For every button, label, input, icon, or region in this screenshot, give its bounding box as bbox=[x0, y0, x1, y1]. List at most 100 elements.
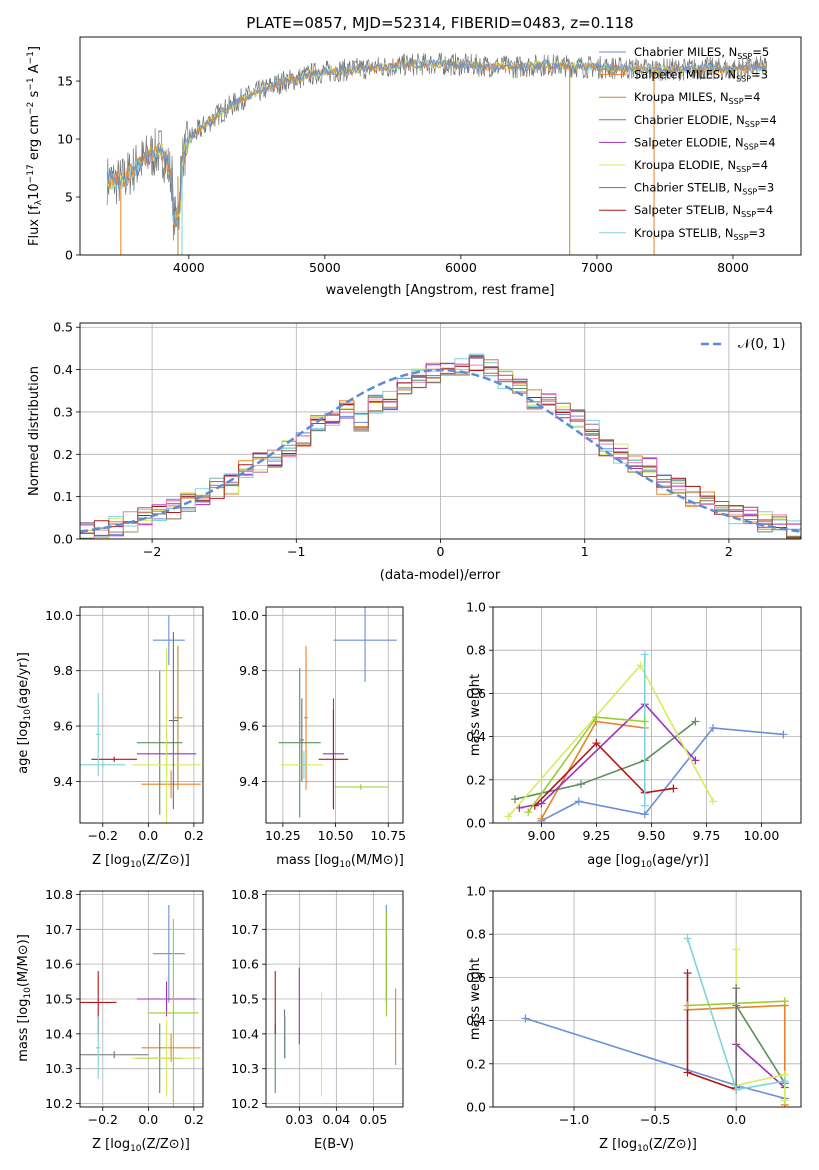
label-sub: 10 bbox=[23, 987, 33, 999]
point-marker bbox=[669, 784, 678, 793]
y-tick-label: 10.6 bbox=[231, 957, 259, 972]
plot-area bbox=[80, 323, 801, 539]
point-marker bbox=[683, 1068, 692, 1077]
label-part: −1 bbox=[26, 77, 36, 90]
plot-area bbox=[106, 52, 768, 255]
legend-label: Chabrier ELODIE, NSSP=4 bbox=[634, 113, 777, 129]
y-tick-label: 0.4 bbox=[466, 1013, 486, 1028]
y-tick-label: 0.0 bbox=[466, 816, 486, 831]
y-tick-label: 10.8 bbox=[231, 887, 259, 902]
legend-text: =4 bbox=[760, 113, 777, 127]
panel-6: −0.2 0.0 0.2 10.2 10.3 10.4 10.5 10.6 10.7 10.8 Z … bbox=[16, 887, 204, 1154]
legend-sub: SSP bbox=[737, 52, 752, 61]
legend-sub: SSP bbox=[745, 120, 760, 129]
point-marker bbox=[640, 650, 649, 659]
y-tick-label: 1.0 bbox=[466, 884, 486, 899]
x-tick-label: −0.2 bbox=[88, 1112, 118, 1127]
y-tick-label: 10.4 bbox=[45, 1026, 73, 1041]
y-tick-label: 10.2 bbox=[231, 1096, 259, 1111]
spectrum-line-3 bbox=[106, 59, 767, 226]
y-tick-label: 0.1 bbox=[53, 489, 73, 504]
series-line-4 bbox=[519, 703, 696, 809]
plot-area bbox=[80, 891, 203, 1107]
point-marker bbox=[640, 810, 649, 819]
y-tick-label: 10.5 bbox=[231, 992, 259, 1007]
axes-frame bbox=[79, 36, 802, 256]
point-marker bbox=[577, 780, 585, 789]
legend-sub: SSP bbox=[736, 75, 751, 84]
y-tick-label: 10.3 bbox=[231, 1061, 259, 1076]
y-tick-label: 0.2 bbox=[466, 1056, 486, 1071]
legend-text: Chabrier STELIB, N bbox=[634, 181, 742, 195]
axes-frame bbox=[79, 606, 204, 824]
plot-area bbox=[493, 891, 801, 1107]
y-tick-label: 10.8 bbox=[45, 887, 73, 902]
x-tick-label: 0.0 bbox=[726, 1112, 746, 1127]
x-tick-label: 9.00 bbox=[527, 828, 555, 843]
x-axis-label: age [log10(age/yr)] bbox=[587, 853, 709, 870]
x-axis-label: Z [log10(Z/Z⊙)] bbox=[92, 1137, 190, 1154]
legend-text: Kroupa STELIB, N bbox=[634, 226, 734, 240]
series-line-5 bbox=[735, 949, 786, 1101]
y-tick-label: 10.0 bbox=[231, 608, 259, 623]
point-marker bbox=[683, 934, 692, 943]
y-tick-label: 0.2 bbox=[53, 447, 73, 462]
y-tick-label: 9.4 bbox=[53, 774, 73, 789]
legend-label: Kroupa ELODIE, NSSP=4 bbox=[634, 158, 768, 174]
y-tick-label: 10.2 bbox=[45, 1096, 73, 1111]
y-tick-label: 9.4 bbox=[239, 774, 259, 789]
legend-sub: SSP bbox=[736, 165, 751, 174]
y-tick-label: 10.5 bbox=[45, 992, 73, 1007]
legend-label: Chabrier STELIB, NSSP=3 bbox=[634, 181, 774, 197]
y-tick-label: 0 bbox=[65, 248, 73, 263]
axes-frame bbox=[79, 890, 204, 1108]
y-tick-label: 10.7 bbox=[45, 922, 73, 937]
x-axis-label: E(B-V) bbox=[314, 1137, 354, 1152]
y-axis-label: Normed distribution bbox=[27, 366, 42, 496]
x-tick-label: 9.75 bbox=[692, 828, 720, 843]
label-part: (age/yr)] bbox=[652, 853, 709, 868]
point-marker bbox=[683, 969, 692, 978]
x-tick-label: 0.03 bbox=[285, 1112, 313, 1127]
axes-frame bbox=[79, 322, 802, 540]
legend-text: =4 bbox=[744, 90, 761, 104]
y-tick-label: 15 bbox=[57, 74, 73, 89]
point-marker bbox=[592, 713, 601, 722]
panel-8: −1.0 −0.5 0.0 0.0 0.2 0.4 0.6 0.8 1.0 Z [log10(Z/… bbox=[466, 884, 802, 1154]
x-tick-label: 0.05 bbox=[359, 1112, 387, 1127]
axes-frame bbox=[265, 606, 404, 824]
y-tick-label: 5 bbox=[65, 190, 73, 205]
x-tick-label: 5000 bbox=[309, 260, 341, 275]
x-tick-label: 0.2 bbox=[184, 1112, 204, 1127]
point-marker bbox=[640, 717, 649, 726]
axes-frame bbox=[492, 606, 802, 824]
plot-area bbox=[266, 607, 403, 823]
x-tick-label: −1 bbox=[287, 544, 305, 559]
label-part: A bbox=[27, 64, 42, 77]
y-tick-label: 0.5 bbox=[53, 320, 73, 335]
x-tick-label: 4000 bbox=[173, 260, 205, 275]
y-tick-label: 10.6 bbox=[45, 957, 73, 972]
legend-text: Salpeter ELODIE, N bbox=[634, 135, 744, 149]
point-marker bbox=[780, 997, 789, 1006]
label-part: age [log bbox=[16, 721, 31, 774]
panel-2: −2 −1 0 1 2 0.0 0.1 0.2 0.3 0.4 0.5 𝒩(0, 1) (data-mo… bbox=[27, 320, 802, 583]
point-marker bbox=[636, 661, 645, 670]
series-line-3 bbox=[735, 1005, 786, 1084]
histogram-4 bbox=[80, 355, 801, 537]
label-part: (M/M⊙)] bbox=[16, 934, 31, 987]
series-line-9 bbox=[687, 1000, 785, 1007]
y-tick-label: 0.4 bbox=[466, 729, 486, 744]
label-part: age [log bbox=[587, 853, 640, 868]
label-part: (Z/Z⊙)] bbox=[142, 1137, 190, 1152]
label-part: (age/yr)] bbox=[16, 652, 31, 709]
point-marker bbox=[537, 814, 546, 823]
label-part: Z [log bbox=[92, 853, 130, 868]
label-part: Z [log bbox=[92, 1137, 130, 1152]
point-marker bbox=[732, 984, 741, 993]
x-tick-label: 1 bbox=[581, 544, 589, 559]
legend-sub: SSP bbox=[744, 142, 759, 151]
point-marker bbox=[537, 799, 546, 808]
plot-area bbox=[493, 607, 801, 823]
x-axis-label: wavelength [Angstrom, rest frame] bbox=[326, 283, 555, 298]
